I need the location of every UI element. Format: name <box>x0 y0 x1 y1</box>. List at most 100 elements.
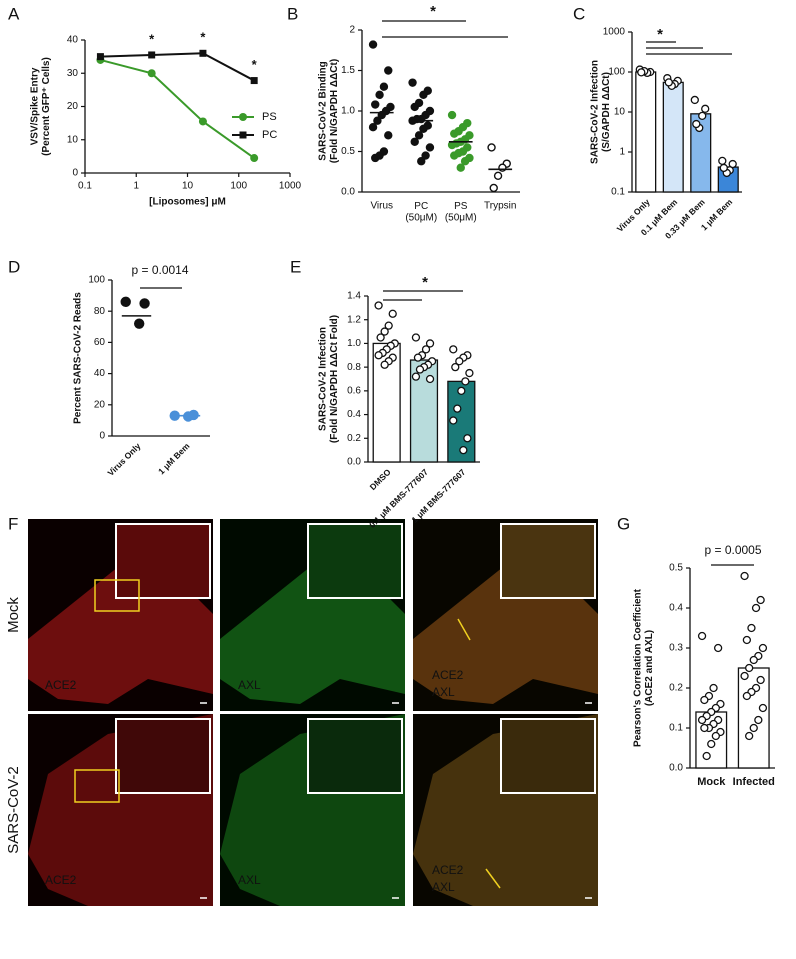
data-point <box>718 156 727 166</box>
marker <box>148 51 156 59</box>
data-point <box>384 66 393 75</box>
y-tick-label: 0.4 <box>669 603 683 614</box>
data-point <box>450 129 459 138</box>
y-tick-label: 20 <box>94 399 106 410</box>
y-tick-label: 60 <box>94 337 106 348</box>
data-point <box>749 655 758 665</box>
y-tick-label: 0.8 <box>347 362 361 373</box>
data-point <box>379 82 389 91</box>
y-tick-label: 100 <box>88 275 105 286</box>
text-line: SARS-CoV-2 Binding <box>317 61 328 160</box>
text-line: (50μM) <box>405 212 437 223</box>
x-tick-label: Infected <box>733 776 775 788</box>
data-point <box>413 353 423 362</box>
text-line: VSV/Spike Entry <box>29 67 40 145</box>
y-tick-label: 80 <box>94 306 106 317</box>
x-tick-label: 1 μM Bem <box>156 441 192 477</box>
micrograph-panel <box>28 519 598 906</box>
data-point <box>751 603 761 613</box>
y-tick-label: 10 <box>67 134 79 145</box>
y-tick-label: 0 <box>72 168 78 179</box>
channel-label: ACE2 <box>45 873 77 887</box>
text-line: (Fold N/GAPDH ΔΔCt Fold) <box>329 315 340 443</box>
data-point <box>421 151 430 160</box>
data-point <box>700 723 709 733</box>
panel-label: E <box>290 257 301 276</box>
y-tick-label: 0.0 <box>669 763 683 774</box>
legend-marker <box>239 131 247 139</box>
text-line: Pearson's Correlation Coefficient <box>632 588 643 747</box>
x-tick-label: DMSO <box>368 467 393 492</box>
channel-label: AXL <box>432 880 455 894</box>
text-line: (ACE2 and AXL) <box>644 630 655 706</box>
data-point <box>702 751 711 761</box>
panel-label: A <box>8 4 20 23</box>
data-point <box>410 137 419 146</box>
y-tick-label: 0.5 <box>669 563 683 574</box>
x-tick-label: 100 <box>230 181 247 192</box>
bar <box>635 71 657 193</box>
text-line: (50μM) <box>445 212 477 223</box>
y-tick-label: 1.0 <box>347 338 361 349</box>
significance-label: * <box>657 26 663 43</box>
data-point <box>740 571 749 581</box>
legend-label: PC <box>262 129 277 141</box>
y-tick-label: 0.2 <box>347 433 361 444</box>
data-point <box>709 683 718 693</box>
data-point <box>713 643 723 653</box>
data-point <box>698 111 707 121</box>
channel-label: AXL <box>432 685 455 699</box>
x-tick-label: Mock <box>697 776 726 788</box>
y-tick-label: 0.6 <box>347 385 361 396</box>
data-point <box>388 309 397 318</box>
data-point <box>740 671 749 681</box>
marker <box>199 49 207 57</box>
x-tick-label: Trypsin <box>484 201 516 212</box>
marker <box>198 117 207 126</box>
data-point <box>411 333 421 342</box>
y-tick-label: 0.4 <box>347 409 361 420</box>
x-tick-label: PC (50μM) <box>405 201 437 224</box>
data-point <box>425 339 435 348</box>
data-point <box>384 131 393 140</box>
data-point <box>707 739 716 749</box>
channel-label: AXL <box>238 873 261 887</box>
data-point <box>120 296 131 308</box>
data-point <box>758 703 768 713</box>
data-point <box>498 163 507 172</box>
data-point <box>758 643 768 653</box>
channel-label: ACE2 <box>45 678 77 692</box>
x-tick-label: 10 <box>182 181 194 192</box>
y-tick-label: 40 <box>94 368 106 379</box>
y-tick-label: 0.0 <box>341 187 355 198</box>
bar <box>662 81 684 193</box>
panel-label: B <box>287 4 298 23</box>
data-point <box>697 631 707 641</box>
data-point <box>133 318 145 329</box>
data-point <box>414 131 424 140</box>
data-point <box>493 171 503 181</box>
y-tick-label: 100 <box>608 67 625 78</box>
y-tick-label: 1.4 <box>347 291 361 302</box>
y-axis-label: VSV/Spike Entry(Percent GFP⁺ Cells) <box>29 57 52 156</box>
y-tick-label: 0.0 <box>347 457 361 468</box>
y-tick-label: 0.1 <box>669 723 683 734</box>
data-point <box>415 365 425 374</box>
data-point <box>419 124 428 134</box>
y-tick-label: 0 <box>99 431 105 442</box>
significance-label: * <box>149 31 155 46</box>
data-point <box>719 163 728 173</box>
marker <box>147 69 156 78</box>
data-point <box>459 445 468 455</box>
channel-label: ACE2 <box>432 668 464 682</box>
y-tick-label: 1.2 <box>347 314 361 325</box>
marker <box>250 77 258 85</box>
data-point <box>711 731 720 741</box>
data-point <box>368 40 378 49</box>
x-tick-label: Virus Only <box>105 441 142 478</box>
significance-label: * <box>430 3 436 20</box>
y-tick-label: 1 <box>619 147 625 158</box>
y-tick-label: 30 <box>67 68 79 79</box>
y-axis-label: SARS-CoV-2 Infection(Fold N/GAPDH ΔΔCt F… <box>317 315 340 443</box>
x-tick-label: 1000 <box>279 181 302 192</box>
